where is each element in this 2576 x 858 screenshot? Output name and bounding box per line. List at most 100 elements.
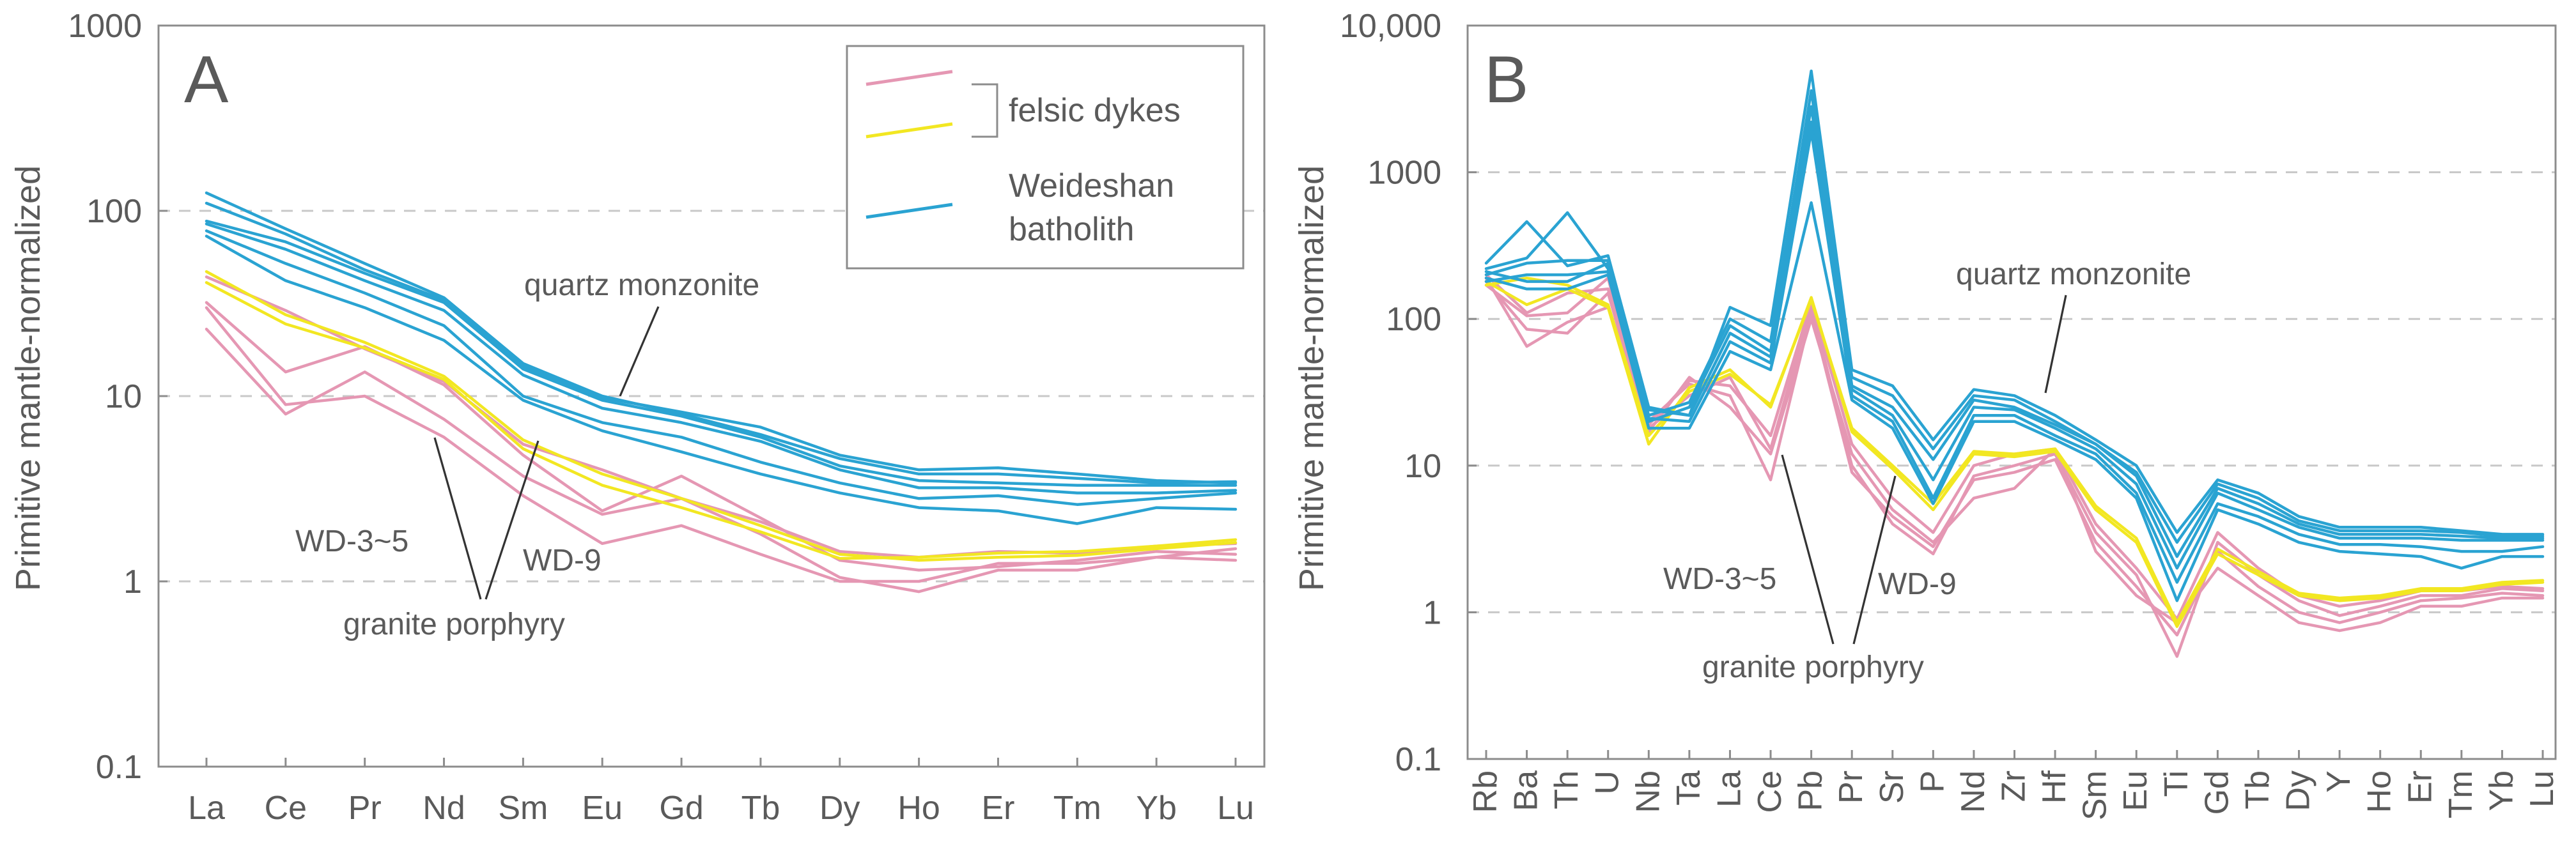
series-line-yellow [205,281,1238,560]
panel-b-y-tick-label: 1 [1423,594,1441,631]
panel-a-x-tick-label: Lu [1217,790,1254,827]
panel-b-y-tick-label: 1000 [1367,155,1441,192]
series-line-blue [205,234,1238,525]
panel-a-x-tick-label: Gd [659,790,703,827]
panel-b-gridlines [1468,171,2556,613]
panel-b-x-tick-label: Y [2320,770,2357,793]
panel-b-x-tick-label: Lu [2524,770,2561,808]
panel-b: B Primitive mantle-normalized 0.1 1 10 1… [1292,8,2561,820]
panel-a-y-ticks: 0.1 1 10 100 1000 [68,8,167,786]
panel-a-x-tick-label: Sm [498,790,548,827]
panel-b-x-tick-label: Er [2401,770,2439,804]
panel-b-x-ticks: Rb Ba Th U Nb Ta La Ce Pb Pr Sr P Nd Zr … [1467,750,2561,820]
panel-a-series-lines [205,191,1238,594]
panel-b-x-tick-label: Th [1548,770,1585,809]
panel-a-x-tick-label: Ce [265,790,307,827]
series-line-pink [1484,280,2545,632]
panel-a-leader-wd9 [485,440,539,600]
panel-b-x-tick-label: La [1711,770,1748,808]
panel-b-x-tick-label: Ho [2361,770,2398,813]
legend-swatch-pink [865,70,953,86]
panel-a-x-tick-label: La [188,790,225,827]
panel-a-x-tick-label: Tb [741,790,780,827]
panel-a-y-tick-label: 0.1 [96,749,142,786]
series-line-blue [205,191,1238,485]
panel-b-plot-frame [1466,24,2557,760]
legend-label-batholith: batholith [1009,211,1135,248]
panel-a-y-tick-label: 100 [86,193,142,230]
panel-b-x-tick-label: Eu [2117,770,2154,811]
panel-a-x-tick-label: Ho [897,790,940,827]
series-line-pink [205,327,1238,594]
panel-b-x-tick-label: Sr [1874,770,1911,804]
panel-b-x-tick-label: Gd [2198,770,2235,815]
series-line-blue [205,222,1238,494]
panel-b-y-tick-label: 10 [1404,448,1441,485]
panel-a-y-axis-label: Primitive mantle-normalized [9,165,47,591]
panel-b-x-tick-label: Ti [2158,770,2195,797]
panel-a-x-tick-label: Eu [582,790,623,827]
panel-b-series-lines [1484,69,2545,658]
series-line-pink [205,306,1238,583]
series-line-blue [1484,89,2545,544]
panel-b-x-tick-label: P [1914,770,1951,793]
panel-b-leader-wd9 [1852,475,1897,645]
panel-a-x-tick-label: Nd [423,790,465,827]
panel-a: A Primitive mantle-normalized 0.1 1 10 1… [9,8,1266,827]
series-line-blue [205,201,1238,485]
panel-a-x-tick-label: Dy [819,790,860,827]
panel-a-plot-frame [157,24,1266,768]
panel-a-letter: A [184,43,229,117]
panel-a-y-tick-label: 1 [123,563,142,601]
panel-b-x-tick-label: Ta [1670,770,1707,806]
series-line-pink [1484,273,2545,621]
legend: felsic dykes Weideshan batholith [846,45,1245,270]
legend-swatch-blue [865,203,953,219]
series-line-blue [1484,120,2545,570]
series-line-blue [1484,201,2545,602]
panel-b-leader-wd35 [1781,454,1835,645]
panel-a-x-tick-label: Er [981,790,1014,827]
panel-b-letter: B [1484,43,1528,117]
panel-b-x-tick-label: Pb [1792,770,1829,811]
panel-b-annotation-quartz-monzonite: quartz monzonite [1956,257,2191,291]
panel-b-x-tick-label: Nb [1629,770,1666,813]
panel-b-x-tick-label: Zr [1996,770,2033,802]
panel-b-leader-quartz-monzonite [2044,295,2067,394]
series-line-blue [205,219,1238,487]
panel-a-annotation-wd35: WD-3~5 [295,525,408,558]
panel-b-x-tick-label: Sm [2077,770,2114,820]
panel-a-x-tick-label: Yb [1136,790,1177,827]
panel-a-leader-wd35 [433,437,482,600]
panel-b-y-tick-label: 100 [1386,301,1441,338]
series-line-yellow [1484,276,2545,624]
panel-b-x-tick-label: Nd [1955,770,1992,813]
panel-a-leader-quartz-monzonite [619,306,660,397]
panel-a-y-tick-label: 1000 [68,8,142,45]
panel-a-y-tick-label: 10 [105,378,142,415]
panel-a-annotation-quartz-monzonite: quartz monzonite [524,268,759,302]
series-line-blue [205,229,1238,506]
panel-b-x-tick-label: Tm [2442,770,2479,818]
panel-b-y-tick-label: 0.1 [1395,741,1441,778]
series-line-yellow [205,270,1238,562]
legend-bracket [972,83,998,138]
series-line-blue [1484,130,2545,584]
panel-b-annotation-granite-porphyry: granite porphyry [1702,650,1924,684]
panel-b-x-tick-label: Tb [2239,770,2276,809]
panel-a-x-tick-label: Pr [348,790,382,827]
panel-b-annotation-wd35: WD-3~5 [1663,562,1776,596]
panel-a-x-ticks: La Ce Pr Nd Sm Eu Gd Tb Dy Ho Er Tm Yb L… [188,758,1254,827]
panel-b-x-tick-label: Ce [1751,770,1788,813]
panel-b-x-tick-label: Yb [2483,770,2520,811]
legend-box [846,45,1245,270]
panel-b-y-ticks: 0.1 1 10 100 1000 10,000 [1340,8,1477,778]
legend-swatch-yellow [865,122,953,139]
panel-b-x-tick-label: Hf [2036,770,2073,804]
panel-a-annotation-wd9: WD-9 [523,544,601,578]
panel-b-y-tick-label: 10,000 [1340,8,1441,45]
panel-b-x-tick-label: U [1589,770,1626,795]
panel-b-x-tick-label: Rb [1467,770,1504,813]
legend-label-weideshan: Weideshan [1009,167,1174,204]
